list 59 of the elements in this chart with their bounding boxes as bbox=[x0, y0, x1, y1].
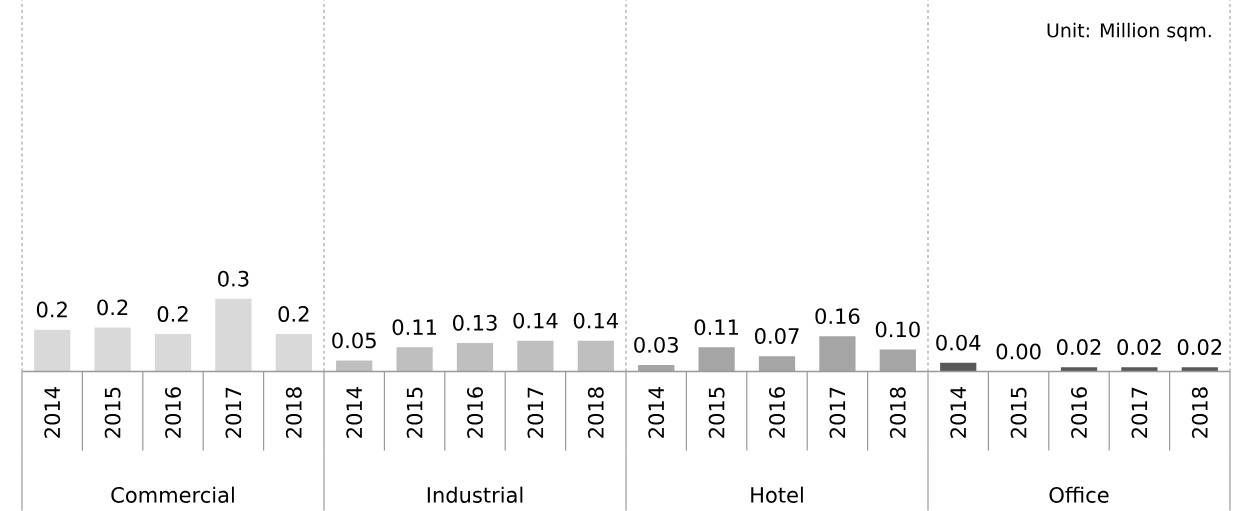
bar bbox=[1181, 367, 1218, 372]
data-label: 0.14 bbox=[513, 312, 558, 329]
bar bbox=[517, 340, 554, 372]
bar bbox=[94, 327, 131, 372]
bar bbox=[577, 340, 614, 372]
data-label: 0.2 bbox=[157, 305, 188, 322]
text: Commercial bbox=[111, 486, 234, 503]
data-label: 0.16 bbox=[815, 308, 860, 325]
x-tick-label: 2018 bbox=[285, 387, 302, 438]
bar bbox=[336, 360, 373, 372]
bar bbox=[215, 298, 252, 372]
data-label: 0.11 bbox=[694, 319, 739, 336]
data-label: 0.13 bbox=[453, 314, 497, 331]
bar bbox=[1060, 367, 1098, 372]
data-label: 0.14 bbox=[573, 312, 619, 329]
x-tick-label: 2017 bbox=[225, 387, 242, 438]
text: Industrial bbox=[427, 486, 523, 503]
bar bbox=[34, 329, 71, 372]
x-tick-label: 2017 bbox=[1131, 387, 1148, 438]
x-tick-label: 2016 bbox=[769, 387, 785, 438]
data-label: 0.11 bbox=[392, 319, 437, 336]
data-label: 0.10 bbox=[875, 321, 920, 338]
data-label: 0.05 bbox=[332, 332, 376, 349]
x-tick-label: 2015 bbox=[1010, 387, 1027, 438]
x-tick-label: 2015 bbox=[406, 387, 423, 438]
data-label: 0.3 bbox=[218, 270, 249, 287]
x-tick-label: 2017 bbox=[527, 387, 544, 438]
x-tick-label: 2016 bbox=[165, 387, 181, 438]
data-label: 0.02 bbox=[1117, 338, 1161, 355]
x-tick-label: 2018 bbox=[587, 387, 604, 438]
data-label: 0.02 bbox=[1177, 338, 1222, 355]
x-tick-label: 2014 bbox=[648, 386, 665, 438]
x-tick-label: 2016 bbox=[1071, 387, 1087, 438]
data-label: 0.00 bbox=[996, 343, 1041, 360]
x-tick-label: 2014 bbox=[44, 386, 61, 438]
bar bbox=[1121, 367, 1158, 372]
data-label: 0.2 bbox=[278, 305, 309, 322]
bar bbox=[154, 334, 192, 372]
data-label: 0.2 bbox=[36, 301, 67, 318]
text: Hotel bbox=[751, 486, 803, 503]
x-tick-label: 2015 bbox=[104, 387, 121, 438]
data-label: 0.2 bbox=[97, 299, 128, 316]
data-label: 0.04 bbox=[936, 334, 981, 351]
x-tick-label: 2017 bbox=[829, 387, 846, 438]
bar bbox=[275, 334, 312, 372]
bar bbox=[396, 347, 433, 372]
x-tick-label: 2016 bbox=[467, 387, 483, 438]
x-tick-label: 2014 bbox=[950, 386, 967, 438]
x-tick-label: 2018 bbox=[889, 387, 906, 438]
x-tick-label: 2015 bbox=[708, 387, 725, 438]
data-label: 0.03 bbox=[634, 336, 678, 353]
bar bbox=[940, 362, 977, 372]
text: Unit: Million sqm. bbox=[1047, 22, 1211, 42]
data-label: 0.02 bbox=[1057, 338, 1101, 355]
text: Office bbox=[1049, 486, 1109, 503]
bar bbox=[456, 342, 494, 372]
x-tick-label: 2014 bbox=[346, 386, 363, 438]
data-label: 0.07 bbox=[755, 327, 799, 344]
x-tick-label: 2018 bbox=[1191, 387, 1208, 438]
